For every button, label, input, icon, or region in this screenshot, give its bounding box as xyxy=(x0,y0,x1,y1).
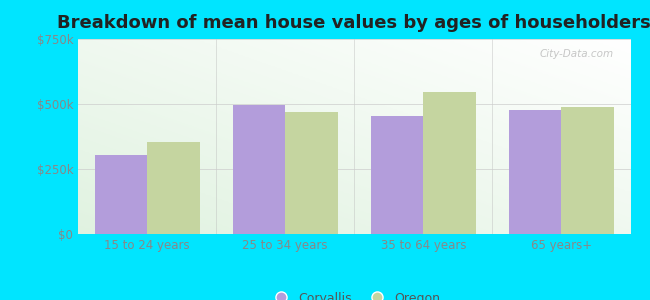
Title: Breakdown of mean house values by ages of householders: Breakdown of mean house values by ages o… xyxy=(57,14,650,32)
Bar xyxy=(509,110,562,234)
Bar xyxy=(147,142,200,234)
Bar xyxy=(95,155,147,234)
Bar xyxy=(285,112,338,234)
Text: City-Data.com: City-Data.com xyxy=(540,49,614,59)
Bar xyxy=(233,105,285,234)
Bar xyxy=(423,92,476,234)
Bar xyxy=(562,106,614,234)
Bar xyxy=(371,116,423,234)
Legend: Corvallis, Oregon: Corvallis, Oregon xyxy=(263,287,445,300)
